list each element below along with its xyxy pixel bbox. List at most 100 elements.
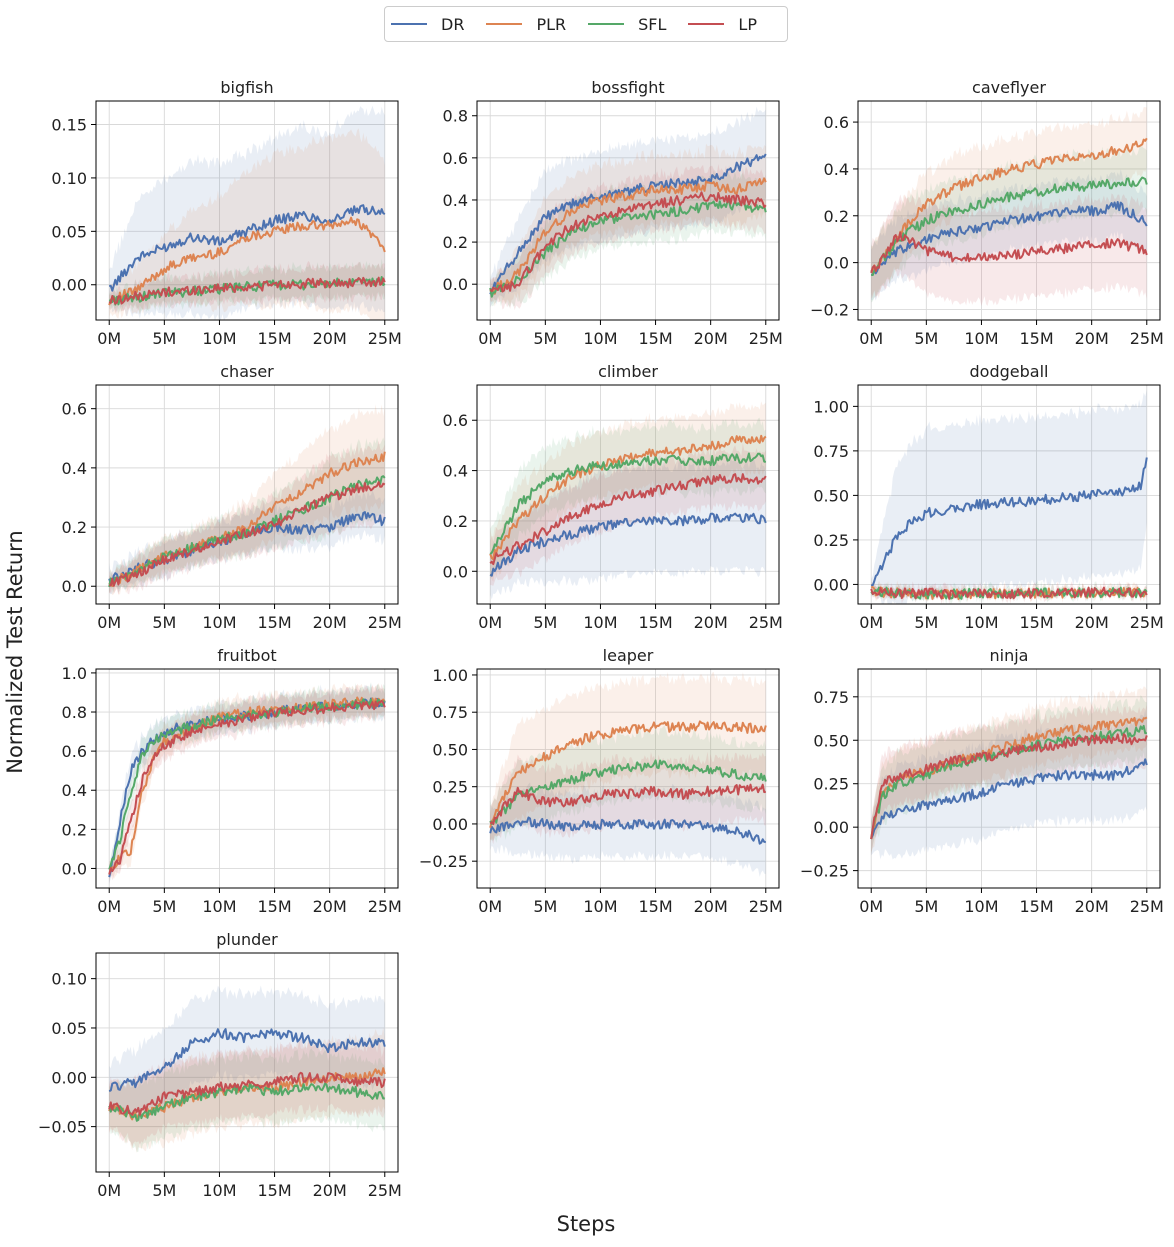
subplot-ninja: 0M 5M 10M 15M 20M 25M −0.25 0.00 0.25 0.50 0.75 nin… [800, 646, 1164, 916]
x-tick-label: 25M [749, 329, 783, 348]
axes-frame [857, 384, 1161, 605]
plot-area [489, 401, 767, 600]
series-line-plr [489, 434, 767, 561]
x-tick-label: 0M [859, 329, 883, 348]
y-tick-label: 0.6 [62, 742, 87, 761]
grid [477, 101, 779, 320]
y-tick-label: 0.00 [51, 1068, 87, 1087]
y-tick-label: 0.2 [62, 518, 87, 537]
y-tick-label: −0.2 [810, 300, 849, 319]
x-tick-label: 15M [257, 613, 291, 632]
x-tick-label: 10M [583, 329, 617, 348]
series-line-sfl [489, 759, 767, 825]
series-line-dr [489, 816, 767, 845]
x-tick-label: 25M [749, 613, 783, 632]
y-tick-label: 0.05 [51, 222, 87, 241]
y-tick-label: −0.05 [38, 1118, 87, 1137]
y-tick-label: 0.15 [51, 116, 87, 135]
x-tick-label: 25M [749, 897, 783, 916]
series-line-dr [489, 512, 767, 577]
y-tick-label: 0.00 [51, 276, 87, 295]
series-line-lp [870, 733, 1148, 840]
y-tick-label: 0.0 [824, 254, 849, 273]
x-tick-label: 10M [583, 613, 617, 632]
x-tick-label: 15M [1019, 613, 1053, 632]
series-line-plr [489, 177, 767, 295]
legend-label: DR [441, 14, 465, 34]
legend-swatch [391, 23, 427, 25]
x-tick-label: 0M [97, 613, 121, 632]
x-tick-label: 20M [694, 897, 728, 916]
x-tick-label: 10M [964, 897, 998, 916]
series-line-lp [489, 473, 767, 566]
legend-swatch [588, 23, 625, 25]
legend-label: LP [738, 14, 757, 34]
subplot-title: chaser [220, 362, 274, 381]
series-band-sfl [109, 1048, 385, 1153]
series-line-sfl [871, 176, 1148, 276]
x-tick-label: 25M [368, 897, 402, 916]
y-tick-label: 0.0 [62, 577, 87, 596]
x-tick-label: 15M [638, 329, 672, 348]
y-tick-label: 0.4 [62, 459, 87, 478]
plot-area [108, 105, 386, 320]
x-tick-label: 15M [638, 897, 672, 916]
axes-frame [95, 952, 399, 1173]
subplot-title: dodgeball [970, 362, 1049, 381]
x-tick-label: 25M [368, 613, 402, 632]
subplot-fruitbot: 0M 5M 10M 15M 20M 25M 0.0 0.2 0.4 0.6 0.8 1.0 fruitb… [62, 646, 402, 916]
y-tick-label: 0.50 [813, 731, 849, 750]
x-tick-label: 20M [313, 613, 347, 632]
plot-area [108, 985, 386, 1153]
axes-frame [476, 668, 780, 889]
y-tick-label: 0.8 [62, 703, 87, 722]
subplot-title: bigfish [220, 78, 273, 97]
y-tick-label: 0.4 [62, 781, 87, 800]
y-tick-label: 0.2 [443, 512, 468, 531]
series-band-plr [109, 404, 385, 596]
y-tick-label: 0.6 [62, 400, 87, 419]
legend-swatch [486, 23, 523, 25]
subplot-title: fruitbot [217, 646, 276, 665]
plot-area [108, 681, 386, 885]
y-tick-label: 0.75 [432, 703, 468, 722]
series-band-dr [109, 985, 385, 1118]
series-line-dr [489, 153, 767, 295]
x-tick-label: 5M [152, 613, 176, 632]
subplot-leaper: 0M 5M 10M 15M 20M 25M −0.25 0.00 0.25 0.50 0.75 1.0… [419, 646, 783, 916]
series-line-lp [870, 231, 1148, 274]
y-tick-label: 0.25 [432, 778, 468, 797]
axes-frame [857, 668, 1161, 889]
series-line-sfl [108, 1082, 385, 1122]
series-line-dr [108, 1028, 386, 1093]
series-band-dr [871, 169, 1147, 301]
x-tick-label: 20M [694, 613, 728, 632]
y-tick-label: 0.0 [443, 275, 468, 294]
x-tick-label: 15M [1019, 897, 1053, 916]
series-band-dr [490, 106, 766, 308]
y-tick-label: 0.10 [51, 169, 87, 188]
x-tick-label: 0M [478, 613, 502, 632]
x-tick-label: 0M [859, 897, 883, 916]
x-tick-label: 15M [257, 897, 291, 916]
y-tick-label: 0.75 [813, 688, 849, 707]
y-tick-label: 0.50 [432, 740, 468, 759]
subplot-dodgeball: 0M 5M 10M 15M 20M 25M 0.00 0.25 0.50 0.75 1.00 dodg… [813, 362, 1163, 632]
y-tick-label: 0.00 [432, 815, 468, 834]
x-tick-label: 25M [1130, 897, 1164, 916]
x-tick-label: 5M [533, 613, 557, 632]
series-line-dr [870, 758, 1148, 840]
x-tick-label: 25M [1130, 329, 1164, 348]
x-tick-label: 10M [202, 897, 236, 916]
x-tick-label: 10M [202, 613, 236, 632]
y-tick-label: 0.10 [51, 970, 87, 989]
series-band-lp [490, 163, 766, 311]
y-tick-label: 1.00 [813, 397, 849, 416]
plot-area [870, 686, 1148, 860]
grid [96, 101, 398, 320]
y-tick-label: 0.0 [443, 562, 468, 581]
series-band-sfl [871, 695, 1147, 855]
x-tick-label: 10M [964, 329, 998, 348]
x-tick-label: 0M [859, 613, 883, 632]
x-tick-label: 25M [368, 1181, 402, 1200]
